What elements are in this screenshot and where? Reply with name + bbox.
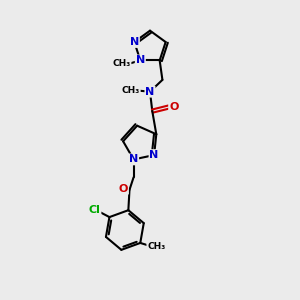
Text: CH₃: CH₃: [112, 59, 131, 68]
Text: N: N: [129, 154, 138, 164]
Text: CH₃: CH₃: [122, 86, 140, 95]
Text: N: N: [149, 150, 159, 160]
Text: N: N: [146, 87, 154, 97]
Text: N: N: [136, 56, 145, 65]
Text: O: O: [118, 184, 128, 194]
Text: O: O: [169, 102, 178, 112]
Text: N: N: [130, 37, 139, 47]
Text: CH₃: CH₃: [147, 242, 165, 251]
Text: Cl: Cl: [88, 205, 101, 215]
